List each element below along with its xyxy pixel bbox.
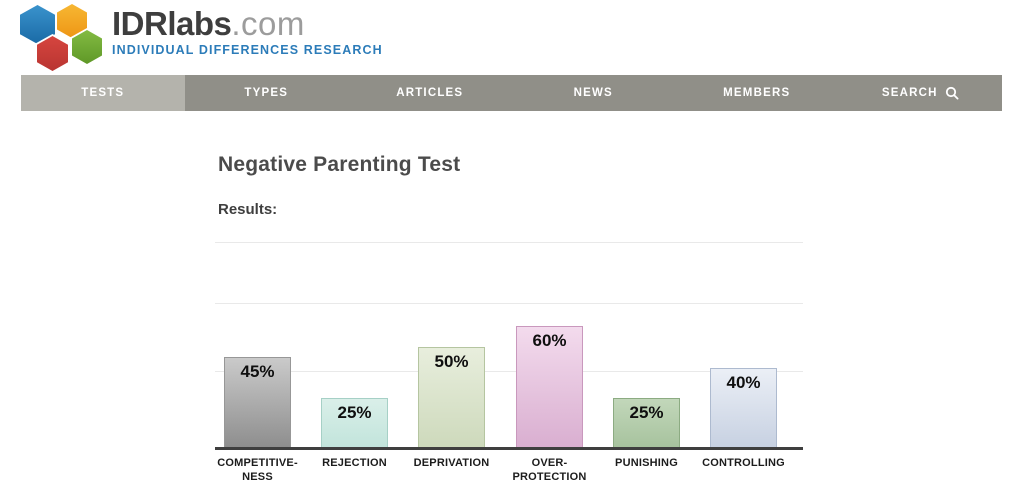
category-label-controlling: CONTROLLING — [702, 457, 785, 469]
results-label: Results: — [218, 201, 278, 218]
results-bar-chart: 45% COMPETITIVE- NESS 25% REJECTION 50% DEPRI… — [215, 230, 803, 496]
nav-item-articles[interactable]: ARTICLES — [348, 75, 512, 111]
nav-item-label: TYPES — [244, 87, 289, 99]
bar-punishing: 25% — [613, 398, 680, 450]
bar-value-label: 45% — [240, 362, 275, 381]
category-label-deprivation: DEPRIVATION — [413, 457, 490, 469]
bar-value-label: 25% — [629, 403, 664, 422]
category-label-rejection: REJECTION — [322, 457, 387, 469]
bar-value-label: 60% — [532, 331, 567, 350]
logo-text[interactable]: IDRlabs.com INDIVIDUAL DIFFERENCES RESEA… — [112, 6, 383, 58]
nav-item-tests[interactable]: TESTS — [21, 75, 185, 111]
bar-rejection: 25% — [321, 398, 388, 450]
bar-deprivation: 50% — [418, 347, 485, 450]
bar-competitive-ness: 45% — [224, 357, 291, 450]
nav-item-types[interactable]: TYPES — [185, 75, 349, 111]
bar-value-label: 50% — [434, 352, 469, 371]
bar-value-label: 25% — [337, 403, 372, 422]
category-label-competitive-ness: COMPETITIVE- NESS — [217, 457, 298, 484]
category-label-over-protection: OVER- PROTECTION — [512, 457, 587, 484]
chart-gridline — [215, 303, 803, 304]
category-label-punishing: PUNISHING — [615, 457, 678, 469]
brand-name: IDRlabs — [112, 5, 232, 42]
chart-x-axis — [215, 447, 803, 450]
bar-over-protection: 60% — [516, 326, 583, 450]
nav-item-label: MEMBERS — [723, 87, 791, 99]
search-icon — [945, 86, 959, 100]
page-title: Negative Parenting Test — [218, 153, 461, 176]
site-header: IDRlabs.com INDIVIDUAL DIFFERENCES RESEA… — [0, 0, 1024, 75]
nav-item-members[interactable]: MEMBERS — [675, 75, 839, 111]
bar-controlling: 40% — [710, 368, 777, 450]
nav-item-search[interactable]: SEARCH — [839, 75, 1003, 111]
main-nav: TESTS TYPES ARTICLES NEWS MEMBERS SEARCH — [21, 75, 1002, 111]
nav-item-news[interactable]: NEWS — [512, 75, 676, 111]
nav-item-label: NEWS — [573, 87, 613, 99]
bar-value-label: 40% — [726, 373, 761, 392]
nav-item-label: TESTS — [81, 87, 125, 99]
chart-gridline — [215, 242, 803, 243]
brand-line: IDRlabs.com — [112, 6, 383, 42]
brand-tagline: INDIVIDUAL DIFFERENCES RESEARCH — [112, 43, 383, 57]
idrlabs-hexagon-logo-icon[interactable] — [18, 2, 123, 73]
chart-gridline — [215, 371, 803, 372]
nav-item-label: ARTICLES — [396, 87, 464, 99]
brand-suffix: .com — [231, 5, 305, 42]
nav-item-label: SEARCH — [881, 87, 938, 99]
